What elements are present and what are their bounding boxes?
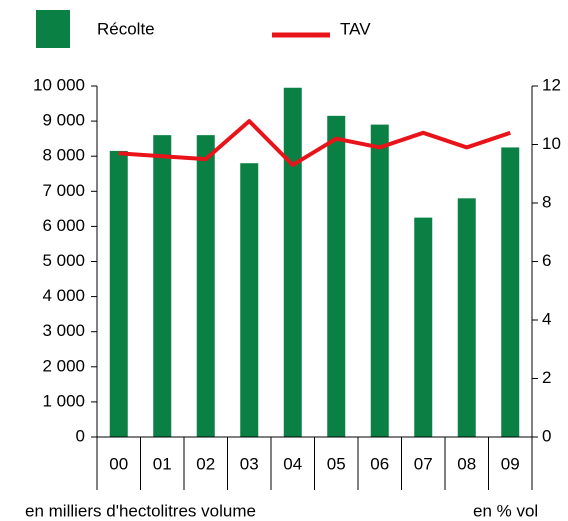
bar (457, 198, 476, 437)
bar (283, 87, 302, 437)
y2-tick-label: 8 (542, 192, 551, 211)
x-tick-label: 05 (327, 454, 346, 473)
y-axis-label: en milliers d'hectolitres volume (25, 501, 256, 520)
bar (109, 150, 128, 437)
x-tick-label: 01 (153, 454, 172, 473)
y-tick-label: 2 000 (42, 356, 85, 375)
bar (240, 163, 259, 437)
x-tick-label: 07 (414, 454, 433, 473)
y2-axis-label: en % vol (473, 501, 538, 520)
y-tick-label: 3 000 (42, 321, 85, 340)
legend-label: Récolte (97, 19, 155, 38)
bar (501, 147, 520, 438)
bar (370, 124, 389, 438)
bar (327, 115, 346, 438)
bar (414, 217, 433, 437)
y2-tick-label: 2 (542, 368, 551, 387)
legend-label: TAV (340, 19, 371, 38)
y-tick-label: 5 000 (42, 251, 85, 270)
y-tick-label: 1 000 (42, 391, 85, 410)
legend-swatch-bar (36, 10, 70, 48)
y-tick-label: 6 000 (42, 216, 85, 235)
x-tick-label: 06 (370, 454, 389, 473)
y-tick-label: 4 000 (42, 286, 85, 305)
bar (153, 135, 172, 437)
y-tick-label: 8 000 (42, 146, 85, 165)
y-tick-label: 7 000 (42, 181, 85, 200)
x-tick-label: 08 (457, 454, 476, 473)
y2-tick-label: 6 (542, 251, 551, 270)
line (118, 119, 511, 167)
y2-tick-label: 12 (542, 75, 561, 94)
y2-tick-label: 10 (542, 134, 561, 153)
y2-tick-label: 4 (542, 309, 551, 328)
y2-tick-label: 0 (542, 426, 551, 445)
x-tick-label: 02 (196, 454, 215, 473)
x-tick-label: 00 (109, 454, 128, 473)
x-tick-label: 09 (501, 454, 520, 473)
bar (196, 135, 215, 437)
x-tick-label: 04 (283, 454, 302, 473)
y-tick-label: 0 (76, 426, 85, 445)
y-tick-label: 9 000 (42, 111, 85, 130)
y-tick-label: 10 000 (33, 75, 85, 94)
x-tick-label: 03 (240, 454, 259, 473)
